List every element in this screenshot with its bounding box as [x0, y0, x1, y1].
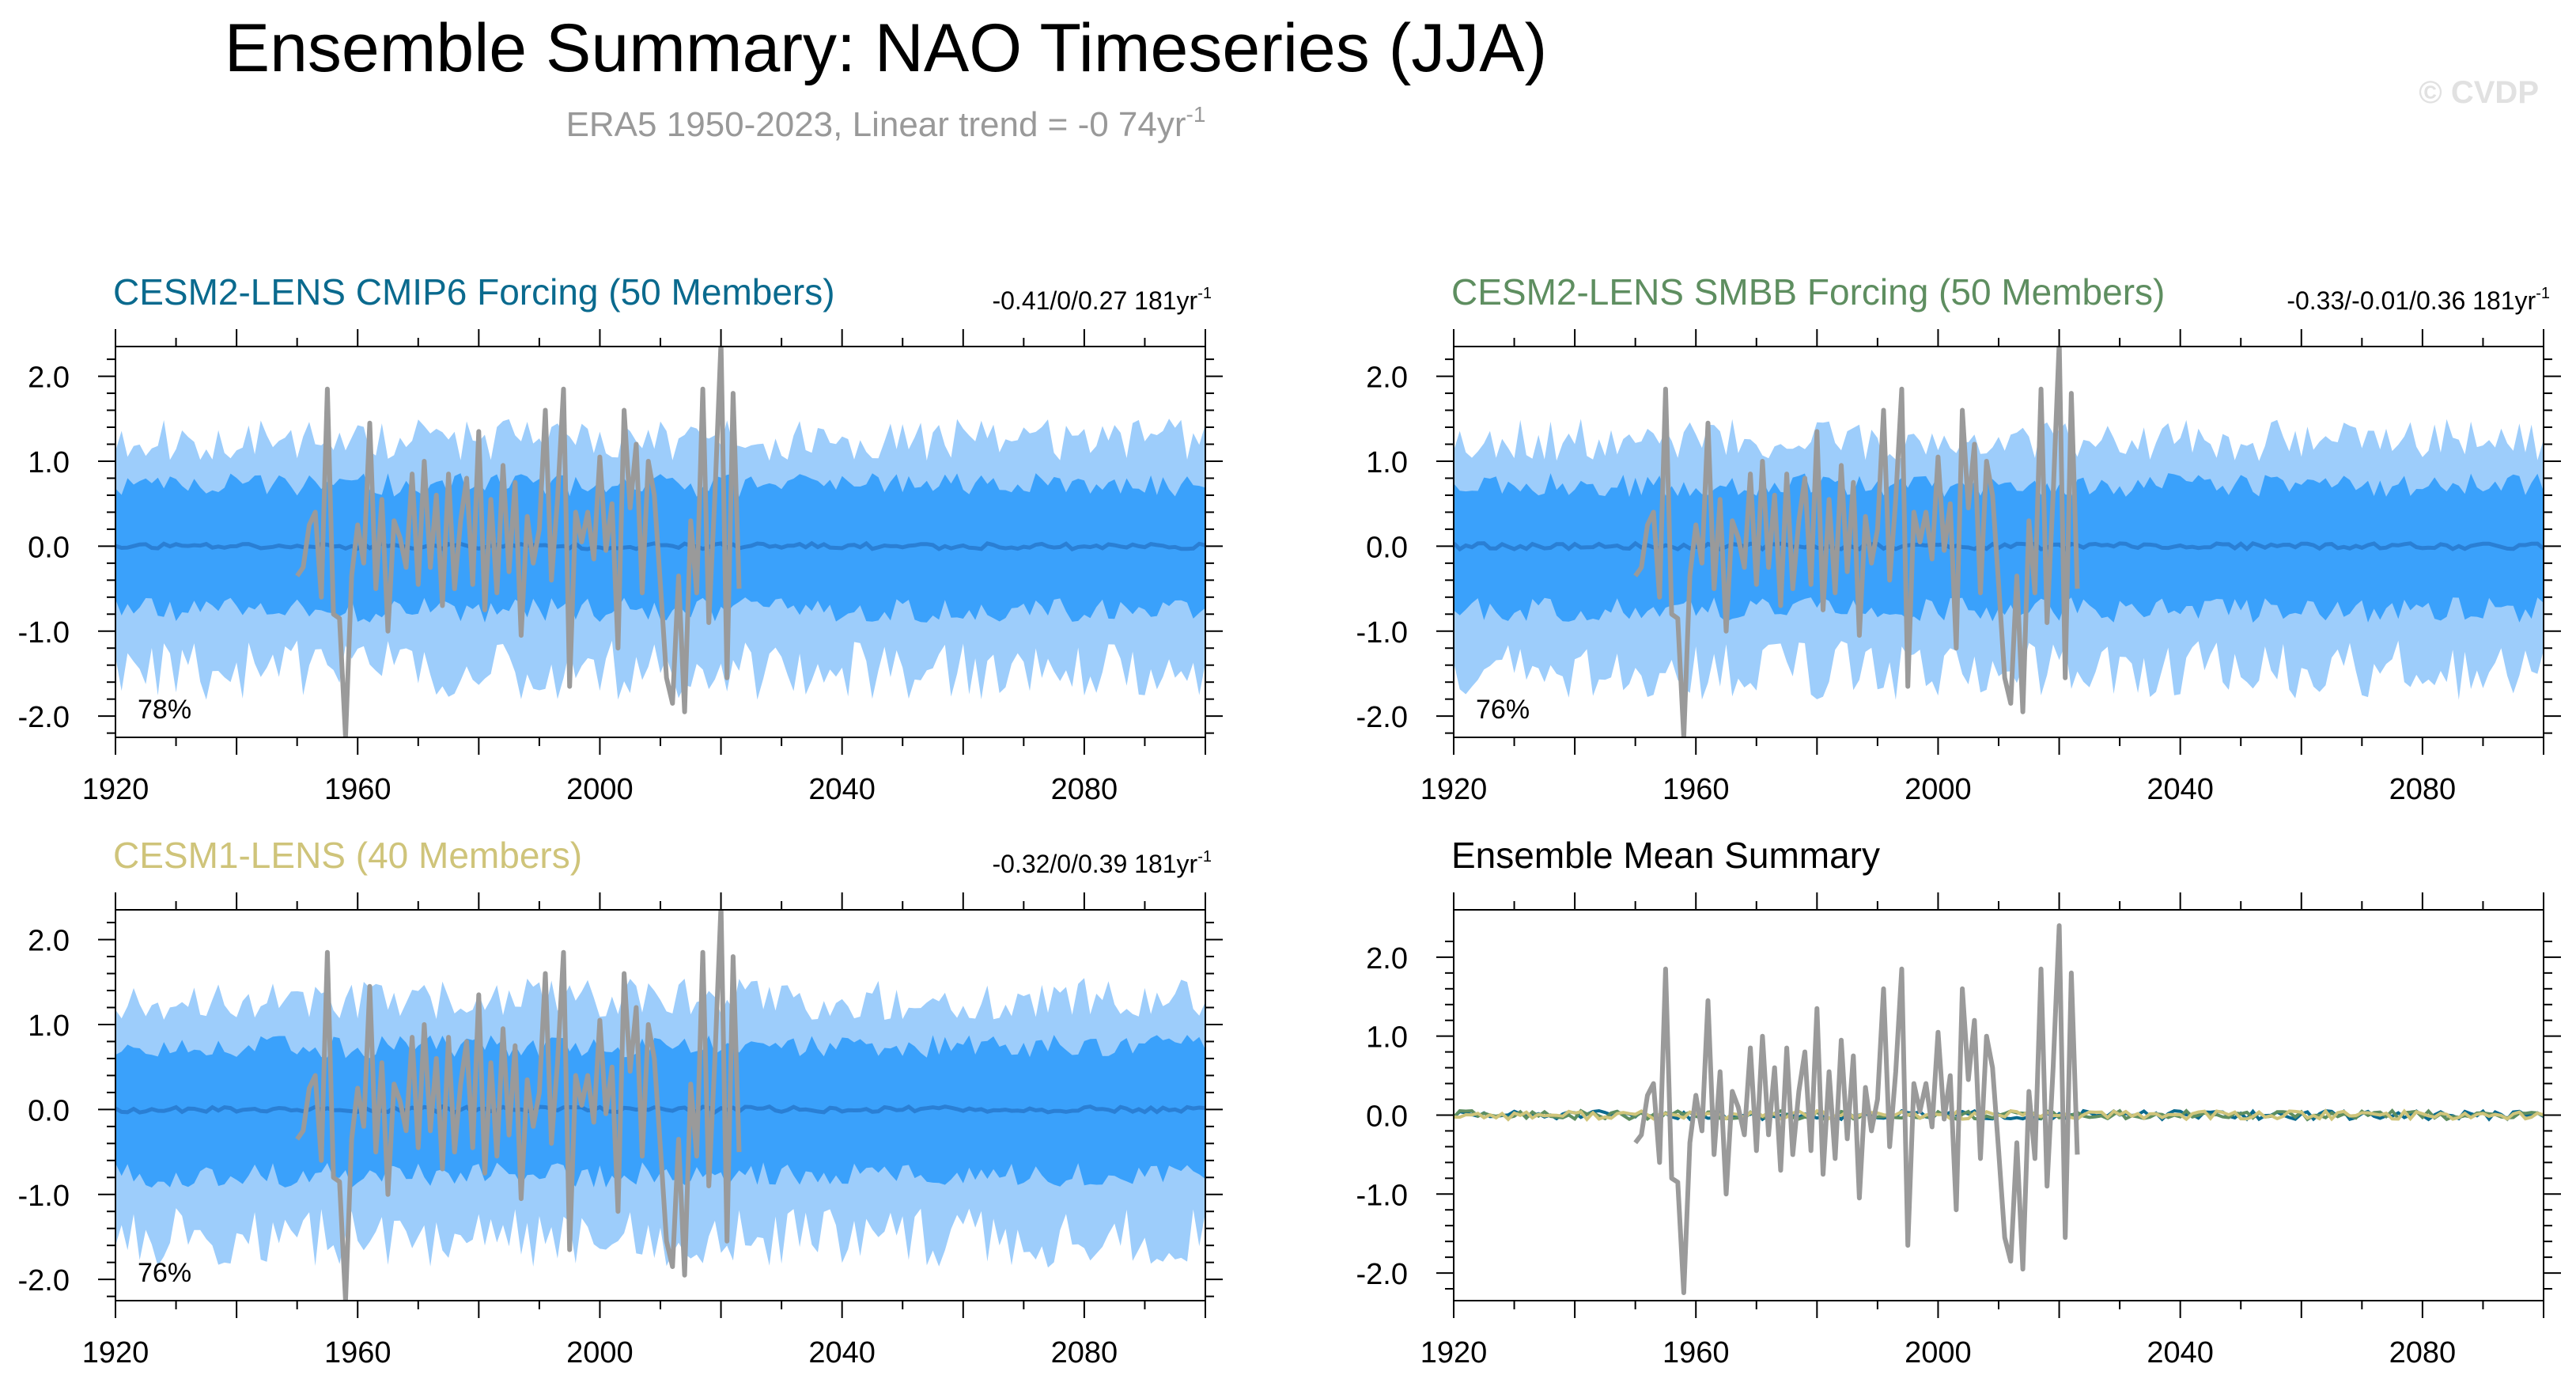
y-tick-label: -1.0 [18, 1180, 70, 1213]
x-tick-label: 2000 [566, 1336, 634, 1369]
y-tick-label: 2.0 [1366, 942, 1408, 975]
panel-p2: 2.0 1.0 0.0 -1.0 -2.0 1920 1960 2000 2040 2080 CES… [1356, 271, 2561, 806]
panel-p3: 2.0 1.0 0.0 -1.0 -2.0 1920 1960 2000 2040 2080 CES… [18, 835, 1223, 1369]
plot-area [115, 347, 1205, 737]
trend-value: -0.33/-0.01/0.36 181yr [2287, 286, 2536, 315]
x-tick-label: 1960 [1662, 773, 1730, 806]
percent-label: 76% [1476, 695, 1530, 725]
y-tick-label: -2.0 [18, 701, 70, 734]
x-tick-label: 1960 [1662, 1336, 1730, 1369]
y-tick-label: -1.0 [1356, 616, 1408, 650]
x-tick-label: 2000 [1905, 773, 1972, 806]
trend-unit-sup: -1 [1197, 848, 1212, 866]
y-tick-label: 2.0 [28, 362, 70, 395]
era5-observed-line [295, 347, 742, 737]
plot-area [115, 910, 1205, 1301]
y-tick-label: 0.0 [1366, 1100, 1408, 1133]
panel-title: CESM2-LENS CMIP6 Forcing (50 Members) [113, 271, 835, 313]
trend-label: -0.33/-0.01/0.36 181yr-1 [2287, 285, 2550, 315]
ensemble-mean-line [115, 1104, 1205, 1116]
panel-p4: 2.0 1.0 0.0 -1.0 -2.0 1920 1960 2000 2040 2080 Ens… [1356, 835, 2561, 1369]
x-tick-label: 2080 [1051, 773, 1118, 806]
panel-p1: 2.0 1.0 0.0 -1.0 -2.0 1920 1960 2000 2040 2080 CES… [18, 271, 1223, 806]
x-tick-label: 2040 [808, 1336, 876, 1369]
y-tick-label: 1.0 [28, 1010, 70, 1043]
y-tick-label: 2.0 [1366, 362, 1408, 395]
x-tick-label: 2000 [566, 773, 634, 806]
figure-title: Ensemble Summary: NAO Timeseries (JJA) [225, 10, 1548, 86]
y-tick-label: 1.0 [1366, 446, 1408, 479]
x-tick-label: 1920 [82, 773, 149, 806]
plot-area [1454, 923, 2544, 1295]
y-tick-label: 0.0 [1366, 531, 1408, 564]
x-tick-label: 2040 [808, 773, 876, 806]
y-tick-label: 0.0 [28, 531, 70, 564]
x-tick-label: 1960 [324, 773, 392, 806]
y-tick-label: -1.0 [1356, 1179, 1408, 1212]
panel-title: CESM2-LENS SMBB Forcing (50 Members) [1451, 271, 2165, 313]
x-tick-label: 2080 [2389, 1336, 2457, 1369]
y-tick-label: -2.0 [1356, 701, 1408, 734]
trend-label: -0.41/0/0.27 181yr-1 [992, 285, 1212, 315]
x-tick-label: 2080 [2389, 773, 2457, 806]
y-tick-label: 1.0 [28, 446, 70, 479]
y-tick-label: -1.0 [18, 616, 70, 650]
figure-subtitle: ERA5 1950-2023, Linear trend = -0 74yr-1 [566, 102, 1206, 144]
x-tick-label: 1920 [1420, 1336, 1488, 1369]
x-tick-label: 2040 [2147, 773, 2214, 806]
trend-label: -0.32/0/0.39 181yr-1 [992, 848, 1212, 878]
x-tick-label: 2000 [1905, 1336, 1972, 1369]
x-tick-label: 1920 [1420, 773, 1488, 806]
panel-title: Ensemble Mean Summary [1451, 835, 1880, 876]
ensemble-mean-cesm1 [1454, 1108, 2544, 1122]
trend-value: -0.41/0/0.27 181yr [992, 286, 1197, 315]
y-tick-label: -2.0 [18, 1264, 70, 1297]
era5-observed-line [1633, 923, 2080, 1295]
percent-label: 78% [138, 695, 191, 725]
percent-label: 76% [138, 1258, 191, 1288]
trend-value: -0.32/0/0.39 181yr [992, 850, 1197, 878]
x-tick-label: 1960 [324, 1336, 392, 1369]
y-tick-label: 2.0 [28, 925, 70, 958]
ensemble-mean-line [115, 540, 1205, 551]
y-tick-label: 0.0 [28, 1094, 70, 1127]
x-tick-label: 1920 [82, 1336, 149, 1369]
trend-unit-sup: -1 [1197, 285, 1212, 302]
x-tick-label: 2040 [2147, 1336, 2214, 1369]
era5-observed-line [1633, 347, 2080, 737]
x-tick-label: 2080 [1051, 1336, 1118, 1369]
y-tick-label: 1.0 [1366, 1021, 1408, 1055]
plot-area [1454, 347, 2544, 737]
panel-title: CESM1-LENS (40 Members) [113, 835, 582, 876]
era5-observed-line [295, 910, 742, 1301]
trend-unit-sup: -1 [2536, 285, 2550, 302]
y-tick-label: -2.0 [1356, 1258, 1408, 1291]
watermark: © CVDP [2419, 75, 2539, 110]
ensemble-mean-line [1454, 540, 2544, 552]
plot-frame [1453, 909, 2544, 1301]
